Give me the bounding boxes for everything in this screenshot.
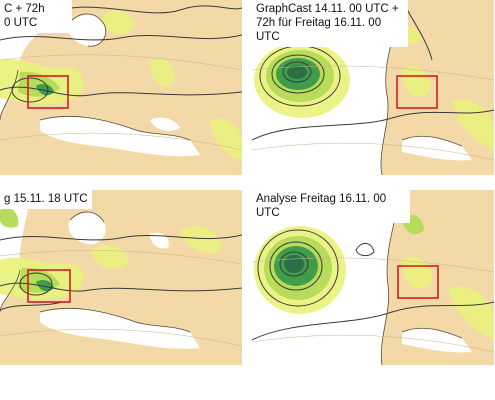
mediterranean-sea (40, 116, 200, 157)
isobar (279, 251, 309, 277)
graticule (0, 250, 242, 347)
isobar (355, 243, 375, 257)
mediterranean-sea (40, 308, 200, 349)
map-panel-top-left: C + 72h 0 UTC (0, 0, 242, 175)
north-sea (68, 211, 106, 245)
graticule (252, 257, 494, 353)
map-panel-bottom-right: Analyse Freitag 16.11. 00 UTC (252, 190, 494, 365)
isobar (269, 241, 323, 291)
map-panel-top-right: GraphCast 14.11. 00 UTC + 72h für Freita… (252, 0, 494, 175)
panel-caption: Analyse Freitag 16.11. 00 UTC (252, 190, 410, 223)
focus-area-box (397, 265, 439, 299)
isobar (282, 61, 312, 83)
isobar (11, 77, 49, 103)
map-panel-bottom-left: g 15.11. 18 UTC (0, 190, 242, 365)
isobar (0, 34, 242, 41)
precip-light-area (149, 59, 175, 87)
focus-area-box (27, 75, 69, 109)
precip-mid-area (0, 207, 19, 228)
precip-core-area (287, 65, 307, 79)
precip-heavy-area (36, 280, 54, 292)
coastline (0, 211, 191, 333)
focus-area-box (27, 269, 71, 303)
isobar (252, 301, 494, 341)
weather-map (0, 0, 242, 175)
isobar (0, 234, 242, 241)
precip-core-area (284, 255, 304, 273)
precip-heavy-area (36, 84, 54, 96)
baltic-sea (150, 232, 169, 249)
coastline (380, 190, 463, 365)
panel-caption: GraphCast 14.11. 00 UTC + 72h für Freita… (252, 0, 408, 47)
isobar (0, 86, 242, 97)
precip-light-area (402, 66, 431, 97)
black-sea (150, 117, 180, 131)
precip-light-area (402, 256, 433, 289)
precip-light-area (210, 118, 242, 160)
panel-caption: g 15.11. 18 UTC (0, 190, 92, 209)
mediterranean-sea (402, 136, 472, 161)
weather-map (0, 190, 242, 365)
mediterranean-sea (402, 328, 472, 353)
isobar (271, 54, 325, 94)
precip-light-area (90, 245, 129, 269)
isobar (257, 229, 339, 307)
isobar (0, 282, 242, 292)
focus-area-box (396, 75, 438, 109)
coastline (0, 13, 191, 141)
precip-light-area (180, 226, 222, 254)
isobar (59, 5, 242, 14)
isobar (252, 109, 494, 141)
isobar (0, 301, 63, 311)
north-sea (68, 13, 106, 47)
precip-light-area (448, 286, 494, 340)
isobar (19, 272, 53, 296)
precip-light-area (100, 10, 135, 36)
graticule (0, 54, 242, 151)
panel-caption: C + 72h 0 UTC (0, 0, 72, 33)
graticule (252, 65, 494, 161)
